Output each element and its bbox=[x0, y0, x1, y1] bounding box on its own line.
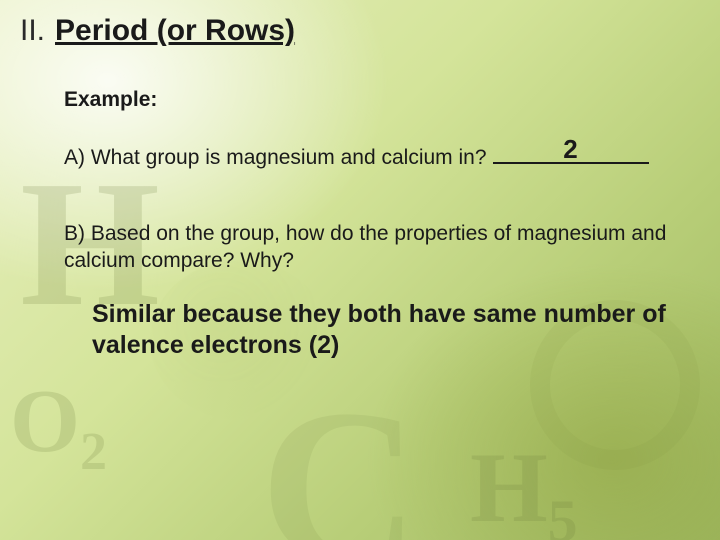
answer-blank: 2 bbox=[493, 142, 649, 170]
question-b: B) Based on the group, how do the proper… bbox=[64, 220, 694, 275]
question-a-answer: 2 bbox=[493, 134, 649, 165]
slide: II. Period (or Rows) Example: A) What gr… bbox=[0, 0, 720, 540]
example-label: Example: bbox=[64, 88, 700, 112]
question-a-text: A) What group is magnesium and calcium i… bbox=[64, 146, 487, 170]
question-a: A) What group is magnesium and calcium i… bbox=[64, 142, 700, 170]
title-main: Period (or Rows) bbox=[55, 14, 295, 48]
slide-title: II. Period (or Rows) bbox=[20, 14, 700, 48]
answer-b: Similar because they both have same numb… bbox=[92, 299, 692, 362]
title-prefix: II. bbox=[20, 14, 45, 48]
